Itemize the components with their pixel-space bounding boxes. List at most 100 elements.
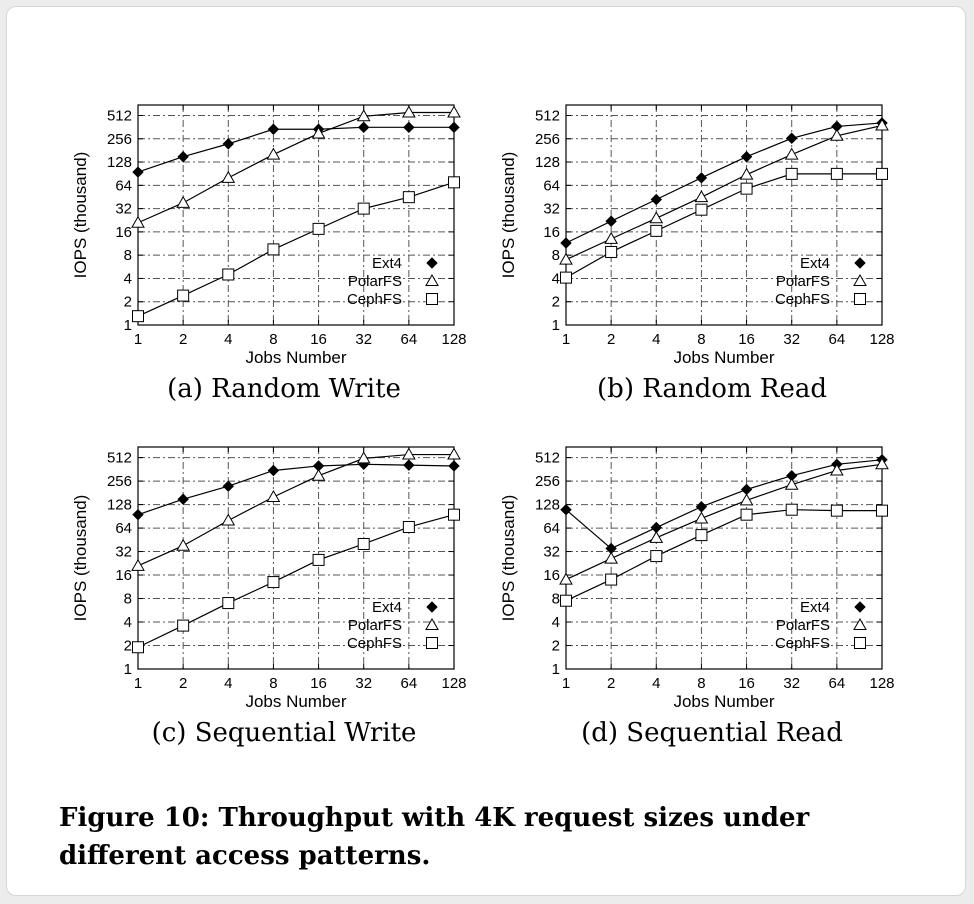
y-tick-label: 4: [124, 270, 132, 287]
data-point-ext4: [786, 132, 798, 144]
x-tick-label: 4: [652, 331, 660, 348]
series-polarfs: [131, 447, 461, 571]
y-tick-label: 32: [115, 201, 132, 218]
y-tick-label: 8: [552, 591, 560, 608]
plot-frame: [565, 104, 883, 326]
y-tick-label: 128: [107, 154, 132, 171]
data-point-cephfs: [605, 245, 618, 258]
legend-marker-ext4: [426, 601, 438, 613]
legend-marker-polarfs: [425, 273, 439, 286]
data-point-ext4: [222, 138, 234, 150]
y-tick-label: 32: [543, 201, 560, 218]
data-point-cephfs: [222, 597, 235, 610]
y-tick-label: 2: [124, 638, 132, 655]
series-cephfs: [132, 508, 460, 654]
y-tick-label: 1: [552, 317, 560, 334]
data-point-polarfs: [694, 190, 709, 203]
plot-panel-3: 1 2 4 8 16 32 64 128 256 512 1 2 4 8 16 32 64 128 Jobs Num…: [71, 446, 467, 748]
legend-label-polarfs: PolarFS: [776, 617, 830, 634]
x-tick-label: 128: [441, 331, 466, 348]
data-point-ext4: [448, 121, 460, 134]
data-point-polarfs: [739, 167, 754, 180]
x-tick-label: 8: [697, 675, 705, 692]
data-point-cephfs: [650, 224, 663, 237]
data-point-cephfs: [132, 310, 144, 323]
series-line-cephfs: [137, 181, 455, 317]
subcaption: (d) Sequential Read: [581, 718, 843, 748]
plot-frame: [137, 104, 455, 326]
y-tick-label: 64: [115, 177, 132, 194]
x-tick-label: 1: [134, 675, 142, 692]
legend-marker-ext4: [854, 257, 866, 269]
figure-caption: Figure 10: Throughput with 4K request si…: [59, 803, 810, 871]
data-point-ext4: [358, 121, 370, 134]
legend-marker-ext4: [854, 601, 866, 613]
data-point-polarfs: [311, 126, 326, 139]
y-tick-label: 16: [115, 567, 132, 584]
series-line-ext4: [137, 126, 454, 173]
legend-marker-polarfs: [425, 617, 439, 630]
data-point-polarfs: [356, 109, 371, 122]
x-axis-label: Jobs Number: [245, 692, 346, 711]
plot-frame: [565, 446, 883, 670]
y-tick-label: 128: [535, 497, 560, 514]
data-point-cephfs: [785, 167, 798, 180]
legend-label-cephfs: CephFS: [775, 635, 830, 652]
plot-panel-2: 1 2 4 8 16 32 64 128 256 512 1 2 4 8 16 32 64 128 Jobs Num…: [499, 104, 895, 404]
series-line-cephfs: [565, 173, 882, 279]
data-point-polarfs: [311, 468, 326, 481]
y-tick-label: 1: [124, 661, 132, 678]
data-point-polarfs: [401, 447, 416, 460]
data-point-polarfs: [784, 477, 799, 490]
y-tick-label: 128: [107, 497, 132, 514]
y-tick-label: 2: [552, 638, 560, 655]
data-point-polarfs: [447, 105, 461, 118]
y-tick-label: 256: [535, 473, 560, 490]
x-tick-label: 4: [652, 675, 660, 692]
data-point-ext4: [403, 121, 415, 134]
legend-marker-cephfs: [854, 293, 866, 305]
legend-marker-cephfs: [426, 637, 438, 649]
data-point-cephfs: [830, 167, 843, 180]
series-line-ext4: [565, 122, 883, 244]
data-point-polarfs: [604, 551, 619, 564]
y-tick-label: 2: [124, 294, 132, 311]
data-point-ext4: [177, 151, 189, 163]
x-tick-label: 64: [829, 331, 846, 348]
data-point-polarfs: [131, 558, 145, 571]
y-tick-label: 16: [543, 224, 560, 241]
data-point-polarfs: [176, 538, 191, 551]
series-cephfs: [132, 176, 460, 323]
x-tick-label: 1: [562, 331, 570, 348]
data-point-cephfs: [357, 202, 370, 215]
data-point-ext4: [740, 483, 753, 496]
x-tick-label: 16: [738, 675, 755, 692]
data-point-cephfs: [222, 268, 235, 281]
data-point-polarfs: [829, 463, 844, 476]
y-tick-label: 4: [124, 614, 132, 631]
data-point-cephfs: [357, 537, 370, 550]
x-tick-label: 16: [310, 331, 327, 348]
data-point-cephfs: [177, 619, 190, 632]
plot-panel-4: 1 2 4 8 16 32 64 128 256 512 1 2 4 8 16 32 64 128 Jobs Num…: [499, 446, 895, 748]
data-point-cephfs: [695, 203, 708, 216]
data-point-polarfs: [784, 147, 799, 160]
y-axis-label: IOPS (thousand): [499, 495, 518, 622]
data-point-cephfs: [177, 289, 190, 302]
series-line-ext4: [565, 459, 883, 550]
x-tick-label: 64: [401, 331, 418, 348]
data-point-cephfs: [312, 222, 325, 235]
data-point-cephfs: [132, 641, 144, 654]
x-tick-label: 32: [355, 331, 372, 348]
data-point-polarfs: [649, 530, 664, 543]
data-point-cephfs: [267, 576, 280, 589]
data-point-cephfs: [560, 271, 572, 284]
data-point-polarfs: [266, 490, 281, 503]
data-point-cephfs: [402, 191, 415, 204]
legend-marker-polarfs: [853, 617, 867, 630]
x-tick-label: 8: [269, 675, 277, 692]
series-line-ext4: [137, 463, 455, 516]
